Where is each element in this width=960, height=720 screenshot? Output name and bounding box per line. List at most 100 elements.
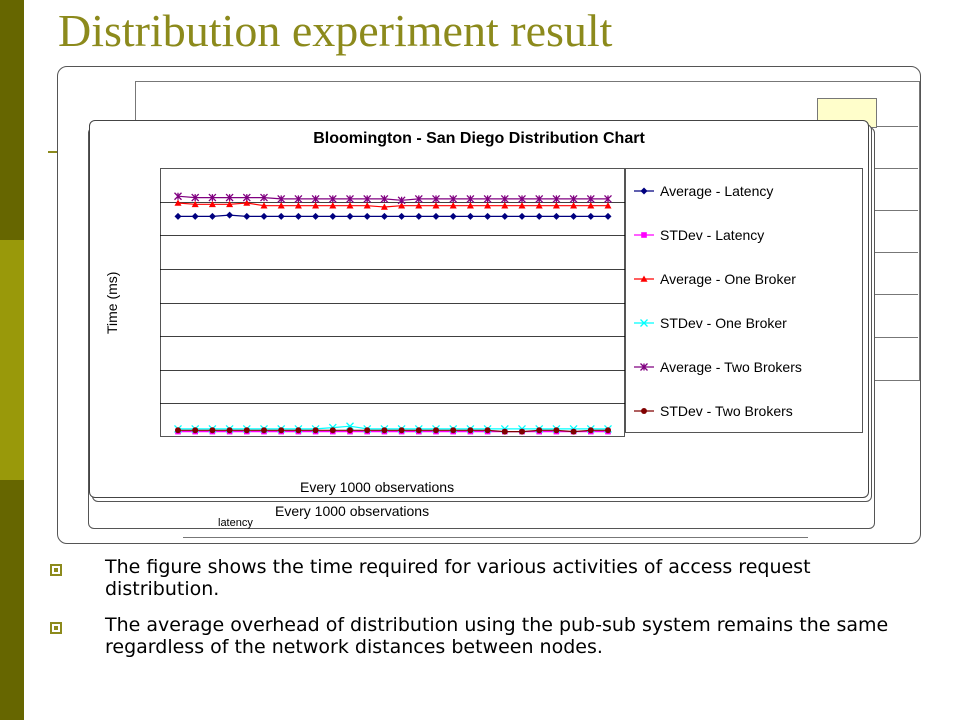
data-point-stdev-two-brokers bbox=[175, 427, 181, 434]
data-point-average-two-brokers bbox=[604, 194, 612, 203]
data-point-average-latency bbox=[380, 212, 388, 220]
data-point-average-one-broker bbox=[570, 202, 578, 209]
data-point-average-two-brokers bbox=[174, 192, 182, 201]
legend-label: Average - Two Brokers bbox=[660, 359, 802, 375]
data-point-average-two-brokers bbox=[242, 193, 251, 202]
accent-band-lower bbox=[0, 480, 24, 720]
data-point-average-two-brokers bbox=[569, 194, 578, 203]
data-point-stdev-two-brokers bbox=[398, 427, 405, 434]
data-point-average-latency bbox=[415, 212, 423, 220]
data-point-average-two-brokers bbox=[380, 194, 389, 203]
data-point-average-one-broker bbox=[226, 200, 234, 208]
chart-card: Bloomington - San Diego Distribution Cha… bbox=[89, 120, 869, 498]
legend-item-average-two-brokers: Average - Two Brokers bbox=[634, 356, 802, 378]
data-point-stdev-two-brokers bbox=[553, 427, 560, 434]
legend-item-average-latency: Average - Latency bbox=[634, 180, 773, 202]
data-point-stdev-two-brokers bbox=[519, 428, 525, 435]
legend-swatch-stdev-one-broker-icon bbox=[634, 319, 654, 327]
legend-label: Average - One Broker bbox=[660, 271, 796, 287]
data-point-average-two-brokers bbox=[466, 194, 475, 203]
data-point-stdev-two-brokers bbox=[570, 428, 577, 435]
data-point-average-one-broker bbox=[466, 202, 474, 209]
data-point-average-latency bbox=[604, 212, 612, 220]
data-point-stdev-two-brokers bbox=[243, 427, 250, 434]
legend-swatch-stdev-two-brokers-icon bbox=[634, 408, 654, 414]
data-point-average-latency bbox=[208, 212, 216, 220]
x-axis-label: Every 1000 observations bbox=[300, 479, 455, 495]
data-point-average-latency bbox=[449, 212, 457, 220]
legend-item-stdev-latency: STDev - Latency bbox=[634, 224, 764, 246]
data-point-average-one-broker bbox=[329, 202, 337, 209]
bullet-text: The average overhead of distribution usi… bbox=[105, 614, 889, 658]
data-point-average-one-broker bbox=[518, 202, 526, 209]
data-point-stdev-two-brokers bbox=[329, 427, 336, 434]
data-point-average-two-brokers bbox=[449, 194, 458, 203]
data-point-average-two-brokers bbox=[397, 196, 406, 205]
legend-swatch-marker bbox=[641, 408, 647, 414]
data-point-stdev-two-brokers bbox=[381, 427, 388, 434]
data-point-average-latency bbox=[329, 212, 337, 220]
legend-label: STDev - Two Brokers bbox=[660, 403, 793, 419]
data-point-stdev-two-brokers bbox=[261, 427, 267, 434]
data-point-average-two-brokers bbox=[432, 194, 440, 203]
data-point-average-one-broker bbox=[484, 202, 492, 209]
data-point-average-one-broker bbox=[415, 202, 423, 209]
data-point-average-two-brokers bbox=[500, 194, 509, 203]
slide-title: Distribution experiment result bbox=[58, 5, 613, 56]
bullet-square-icon bbox=[50, 564, 62, 576]
data-point-average-latency bbox=[466, 212, 474, 220]
data-point-stdev-two-brokers bbox=[450, 427, 457, 434]
legend-label: STDev - One Broker bbox=[660, 315, 787, 331]
data-point-average-latency bbox=[191, 212, 199, 220]
data-point-average-one-broker bbox=[363, 202, 371, 209]
data-point-stdev-two-brokers bbox=[278, 427, 285, 434]
legend-label: Average - Latency bbox=[660, 183, 774, 199]
legend-item-stdev-one-broker: STDev - One Broker bbox=[634, 312, 787, 334]
data-point-average-two-brokers bbox=[225, 193, 234, 202]
data-point-average-two-brokers bbox=[518, 194, 526, 203]
legend-swatch-marker bbox=[640, 319, 648, 327]
data-point-stdev-two-brokers bbox=[364, 427, 371, 434]
data-point-average-one-broker bbox=[501, 202, 509, 209]
background-chart-x-label: Every 1000 observations bbox=[275, 503, 430, 519]
data-point-average-two-brokers bbox=[552, 194, 561, 203]
data-point-average-latency bbox=[174, 212, 182, 220]
data-point-stdev-two-brokers bbox=[312, 427, 319, 434]
data-point-average-latency bbox=[346, 212, 354, 220]
data-point-average-two-brokers bbox=[363, 194, 372, 203]
data-point-average-latency bbox=[243, 212, 251, 220]
plot-border bbox=[160, 168, 625, 437]
data-point-average-latency bbox=[552, 212, 560, 220]
data-point-average-latency bbox=[518, 212, 526, 220]
data-point-average-one-broker bbox=[208, 200, 216, 208]
data-point-stdev-two-brokers bbox=[467, 427, 474, 434]
chart-title: Bloomington - San Diego Distribution Cha… bbox=[313, 130, 645, 147]
series-line-average-two-brokers bbox=[177, 195, 608, 201]
data-point-stdev-two-brokers bbox=[415, 427, 422, 434]
plot-area bbox=[160, 168, 625, 437]
data-point-average-two-brokers bbox=[414, 194, 423, 203]
legend-swatch-average-latency-icon bbox=[634, 187, 654, 195]
data-point-average-one-broker bbox=[277, 202, 285, 209]
background-chart-border bbox=[183, 537, 808, 538]
bullet-list: The figure shows the time required for v… bbox=[48, 556, 928, 672]
bullet-item: The figure shows the time required for v… bbox=[48, 556, 928, 600]
accent-band-mid bbox=[0, 240, 24, 480]
data-point-average-two-brokers bbox=[208, 193, 217, 202]
legend-swatch-average-one-broker-icon bbox=[634, 275, 654, 282]
data-point-average-latency bbox=[432, 212, 440, 220]
data-point-average-one-broker bbox=[604, 202, 612, 209]
data-point-average-latency bbox=[501, 212, 509, 220]
data-point-average-one-broker bbox=[398, 202, 406, 209]
data-point-average-one-broker bbox=[191, 200, 199, 208]
data-point-average-latency bbox=[587, 212, 595, 220]
data-point-average-two-brokers bbox=[328, 194, 337, 203]
data-point-average-two-brokers bbox=[277, 194, 286, 203]
data-point-average-one-broker bbox=[449, 202, 457, 209]
data-point-average-two-brokers bbox=[311, 194, 320, 203]
data-point-average-latency bbox=[484, 212, 492, 220]
data-point-average-two-brokers bbox=[586, 194, 595, 203]
background-chart-fragment: latency bbox=[218, 517, 253, 529]
legend-label: STDev - Latency bbox=[660, 227, 765, 243]
bullet-text: The figure shows the time required for v… bbox=[105, 556, 811, 600]
